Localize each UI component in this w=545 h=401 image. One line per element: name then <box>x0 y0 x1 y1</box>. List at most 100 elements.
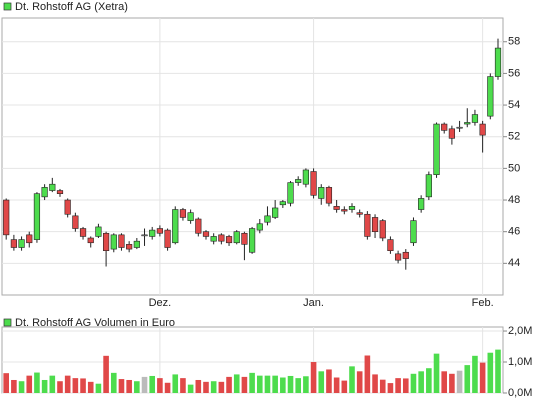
volume-bar <box>472 355 478 393</box>
volume-bar <box>479 362 486 393</box>
candle-body <box>379 220 386 239</box>
candle-body <box>202 231 210 237</box>
candle-body <box>287 182 294 204</box>
candle-body <box>402 251 409 259</box>
volume-bar <box>141 376 148 393</box>
volume-bar <box>118 379 125 393</box>
y-tick-label: 46 <box>508 226 520 238</box>
candle-body <box>195 218 202 234</box>
candle-body <box>87 237 94 244</box>
candle-body <box>456 126 463 129</box>
volume-bar <box>203 381 209 393</box>
volume-bar <box>341 380 348 393</box>
candle-body <box>218 234 225 242</box>
candle-body <box>233 231 240 244</box>
candle-body <box>333 206 340 210</box>
volume-bar <box>126 379 132 393</box>
candle-body <box>156 228 163 234</box>
candle-body <box>364 213 371 237</box>
y-tick-label: 50 <box>508 162 520 174</box>
y-tick-label: 56 <box>508 67 520 79</box>
volume-bar <box>287 375 294 393</box>
volume-bar <box>241 376 248 393</box>
volume-bar <box>218 381 225 393</box>
volume-bar <box>26 375 33 393</box>
volume-bar <box>495 349 501 393</box>
volume-bar <box>110 372 117 393</box>
candle-body <box>272 207 279 218</box>
candle-body <box>118 234 125 248</box>
candle-body <box>110 234 117 250</box>
volume-bar <box>418 371 424 393</box>
candle-body <box>210 236 217 242</box>
volume-bar <box>95 383 102 393</box>
candle-body <box>49 183 56 191</box>
legend-label: Dt. Rohstoff AG Volumen in Euro <box>15 317 175 329</box>
volume-bar <box>180 378 186 393</box>
y-tick-label: 44 <box>508 257 520 269</box>
volume-bar <box>87 381 94 393</box>
candle-body <box>241 232 248 245</box>
volume-bar <box>449 373 455 393</box>
volume-bar <box>387 383 394 393</box>
candle-body <box>325 187 333 204</box>
candle-body <box>494 47 502 77</box>
y-tick-label: 48 <box>508 194 520 206</box>
price-panel <box>1 17 504 296</box>
candle-body <box>356 212 363 215</box>
candle-body <box>279 201 286 206</box>
legend-swatch <box>3 318 12 327</box>
volume-bar <box>379 379 386 393</box>
volume-bar <box>164 382 171 393</box>
volume-bar <box>372 374 378 393</box>
candle-body <box>187 212 194 221</box>
candle-body <box>79 228 87 237</box>
x-tick-label: Dez. <box>149 297 172 309</box>
volume-bar <box>149 375 156 393</box>
volume-bar <box>464 365 471 393</box>
volume-bar <box>34 372 40 393</box>
volume-bar <box>72 378 79 393</box>
candle-body <box>479 123 486 136</box>
volume-bar <box>303 376 309 393</box>
candle-body <box>41 187 48 198</box>
candle-body <box>249 228 256 253</box>
volume-bar <box>134 381 140 393</box>
candle-body <box>264 215 271 223</box>
volume-bar <box>364 355 371 393</box>
volume-bar <box>318 371 325 393</box>
volume-bar <box>157 378 163 393</box>
legend-swatch <box>3 2 12 11</box>
volume-bar <box>333 377 340 393</box>
candle-body <box>295 179 302 183</box>
legend-label: Dt. Rohstoff AG (Xetra) <box>15 1 128 13</box>
candle-body <box>26 234 33 244</box>
volume-bar <box>456 370 463 393</box>
candle-body <box>10 239 17 248</box>
volume-bar <box>441 371 448 393</box>
volume-bar <box>103 355 109 393</box>
candle-body <box>149 229 156 237</box>
candle-body <box>179 209 187 218</box>
x-tick-label: Jan. <box>303 297 324 309</box>
candle-body <box>418 198 425 210</box>
candle-body <box>348 206 356 210</box>
volume-bar <box>11 379 17 393</box>
volume-bar <box>49 375 56 393</box>
volume-bar <box>395 378 401 393</box>
volume-bar <box>295 378 302 393</box>
volume-bar <box>226 376 232 393</box>
candle-body <box>133 240 140 248</box>
volume-bar <box>402 378 409 393</box>
candle-body <box>256 223 263 231</box>
volume-bar <box>356 371 363 393</box>
candle-body <box>225 236 233 244</box>
volume-bar <box>195 379 202 393</box>
y-tick-label: 54 <box>508 99 520 111</box>
volume-bar <box>18 381 25 393</box>
y-tick-label: 0,0M <box>508 387 532 399</box>
candle-body <box>318 187 325 199</box>
candle-body <box>425 174 432 198</box>
candle-body <box>341 209 348 212</box>
y-tick-label: 2,0M <box>508 325 532 337</box>
